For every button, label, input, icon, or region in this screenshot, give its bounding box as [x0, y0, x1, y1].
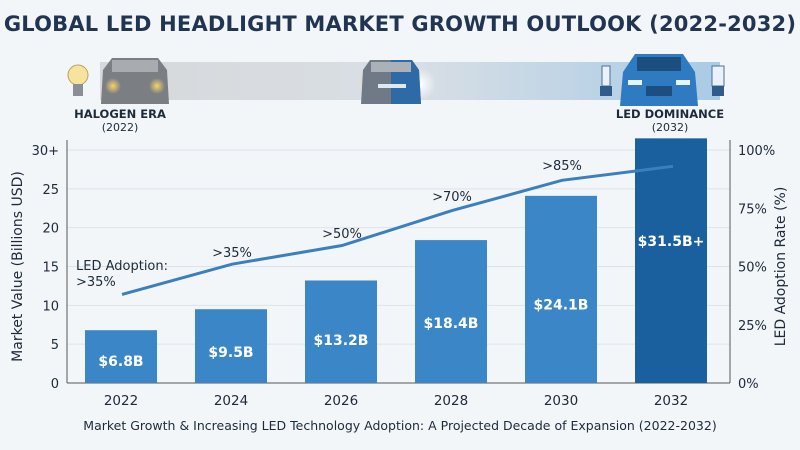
halogen-era-title: HALOGEN ERA — [74, 107, 166, 121]
y-tick-label: 30+ — [32, 144, 59, 159]
x-tick-label: 2024 — [214, 393, 248, 409]
chart-title: GLOBAL LED HEADLIGHT MARKET GROWTH OUTLO… — [3, 12, 797, 36]
led-car-icon — [620, 54, 698, 106]
adoption-label: >35% — [212, 246, 252, 261]
bar-value-label: $24.1B — [534, 297, 589, 313]
adoption-label: LED Adoption: >35% — [76, 259, 168, 290]
y-tick-label: 0 — [51, 377, 59, 392]
halogen-era-label: HALOGEN ERA (2022) — [60, 107, 180, 135]
adoption-label: >70% — [432, 190, 472, 205]
y2-tick-label: 75% — [738, 202, 767, 217]
bar-2030 — [525, 195, 597, 383]
x-tick-label: 2030 — [544, 393, 578, 409]
y-tick-label: 5 — [51, 338, 59, 353]
y-tick-label: 15 — [42, 261, 59, 276]
x-tick-label: 2032 — [654, 393, 688, 409]
y2-tick-label: 50% — [738, 261, 767, 276]
halogen-car-icon — [101, 58, 169, 104]
x-tick-label: 2022 — [104, 393, 138, 409]
adoption-label: >85% — [542, 159, 582, 174]
bar-value-label: $9.5B — [208, 345, 253, 361]
bar-2026 — [305, 280, 377, 383]
adoption-line — [121, 164, 674, 296]
y-tick-label: 20 — [42, 222, 59, 237]
bar-value-label: $18.4B — [424, 316, 479, 332]
bar-2028 — [415, 240, 487, 383]
halogen-bulb-icon — [67, 64, 89, 96]
y2-axis-title: LED Adoption Rate (%) — [773, 187, 789, 347]
bar-2032 — [635, 138, 707, 383]
bar-2022 — [85, 330, 157, 383]
led-bulb-icon — [600, 65, 725, 96]
led-dominance-title: LED DOMINANCE — [615, 107, 725, 121]
x-tick-label: 2028 — [434, 393, 468, 409]
y-axis-title: Market Value (Billions USD) — [10, 171, 26, 362]
y2-tick-label: 100% — [738, 144, 775, 159]
transition-car-icon — [359, 60, 436, 104]
bar-value-label: $13.2B — [314, 333, 369, 349]
y2-tick-label: 25% — [738, 319, 767, 334]
led-dominance-year: (2032) — [651, 121, 689, 134]
y-tick-label: 25 — [42, 183, 59, 198]
y2-tick-label: 0% — [738, 377, 759, 392]
led-dominance-label: LED DOMINANCE (2032) — [600, 107, 740, 135]
bar-value-label: $6.8B — [98, 354, 143, 370]
adoption-label: >50% — [322, 227, 362, 242]
x-tick-label: 2026 — [324, 393, 358, 409]
bar-value-label: $31.5B+ — [638, 234, 705, 250]
technology-banner — [67, 54, 725, 106]
halogen-era-year: (2022) — [101, 121, 139, 134]
chart-footer: Market Growth & Increasing LED Technolog… — [83, 418, 717, 433]
y-tick-label: 10 — [42, 299, 59, 314]
bar-2024 — [195, 309, 267, 383]
